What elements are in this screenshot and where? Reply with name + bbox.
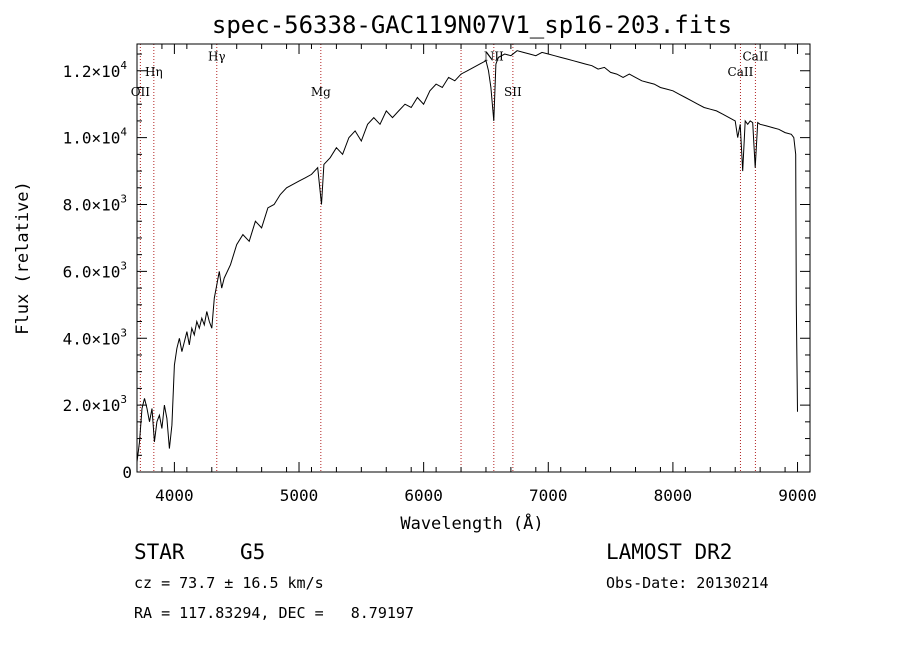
spectrum-series-line (136, 50, 798, 463)
y-tick-label: 2.0×103 (63, 393, 127, 415)
spectral-line-label: CaII (742, 50, 768, 64)
y-tick-label: 1.2×104 (63, 59, 128, 81)
object-subclass: G5 (240, 540, 266, 564)
chart-title: spec-56338-GAC119N07V1_sp16-203.fits (212, 11, 732, 39)
object-class: STAR (134, 540, 185, 564)
spectral-line-label: Hη (145, 65, 163, 79)
y-axis-ticks: 0 2.0×103 4.0×103 6.0×103 8.0×103 1.0×104 1.2×… (63, 53, 810, 482)
ra-dec: RA = 117.83294, DEC = 8.79197 (134, 604, 414, 622)
y-tick-label: 0 (122, 463, 132, 482)
plot-frame (136, 43, 811, 473)
survey-name: LAMOST DR2 (606, 540, 733, 564)
x-axis-ticks: 4000 5000 6000 7000 8000 9000 (136, 44, 817, 505)
x-tick-label: 6000 (404, 486, 443, 505)
redshift-cz: cz = 73.7 ± 16.5 km/s (134, 574, 324, 592)
x-tick-label: 8000 (654, 486, 693, 505)
y-tick-label: 8.0×103 (63, 193, 127, 215)
x-tick-label: 9000 (778, 486, 817, 505)
x-tick-label: 5000 (280, 486, 319, 505)
spectral-line-label: SII (504, 85, 522, 99)
obs-date: Obs-Date: 20130214 (606, 574, 769, 592)
y-tick-label: 1.0×104 (63, 126, 128, 148)
y-tick-label: 4.0×103 (63, 326, 127, 348)
spectral-line-label: Hγ (208, 50, 226, 64)
spectral-line-label: Mg (311, 85, 331, 99)
spectral-line-label: CaII (728, 65, 754, 79)
x-axis-label: Wavelength (Å) (400, 512, 543, 534)
spectral-line-label: NII (484, 50, 504, 64)
y-tick-label: 6.0×103 (63, 259, 127, 281)
x-tick-label: 7000 (529, 486, 568, 505)
spectral-line-label: OII (131, 85, 151, 99)
y-axis-label: Flux (relative) (13, 181, 33, 335)
x-tick-label: 4000 (155, 486, 194, 505)
